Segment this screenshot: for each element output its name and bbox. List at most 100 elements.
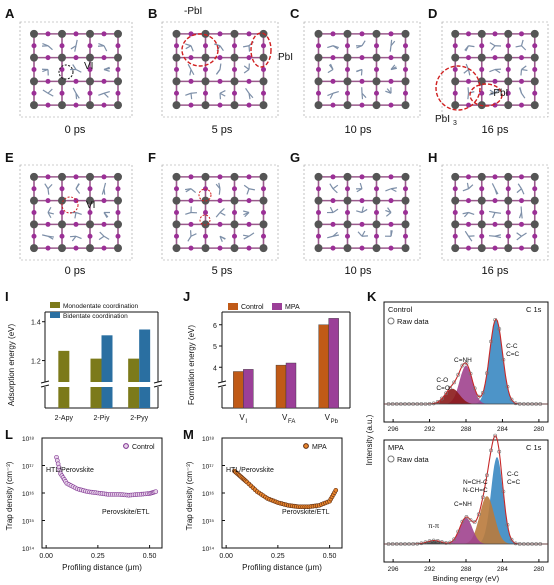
pb-atom [86, 172, 94, 181]
x-tick-label: 296 [388, 426, 399, 433]
organic-cation [468, 45, 475, 48]
i-atom [59, 43, 65, 49]
i-atom [492, 221, 498, 227]
raw-data-point [464, 515, 469, 519]
panel-letter-m: M [183, 427, 194, 442]
pb-atom [477, 244, 486, 253]
organic-cation [521, 45, 527, 51]
i-atom [359, 31, 365, 37]
pb-atom [504, 101, 513, 110]
i-atom [316, 233, 321, 239]
x-axis-label: Profiling distance (μm) [62, 563, 142, 572]
pbi3-highlight [435, 65, 481, 111]
i-atom [101, 55, 107, 61]
i-atom [174, 233, 179, 239]
axis-break-mark [217, 380, 227, 384]
organic-cation [70, 45, 77, 50]
y-tick-label: 5 [213, 344, 217, 351]
organic-cation [490, 45, 496, 51]
organic-cation [215, 183, 221, 190]
i-atom [45, 174, 51, 180]
organic-cation [332, 91, 339, 94]
raw-data-point [485, 371, 489, 376]
i-atom [261, 233, 266, 239]
pb-atom [451, 77, 460, 86]
i-atom [519, 31, 524, 37]
i-atom [59, 186, 65, 192]
i-atom [31, 233, 37, 239]
x-tick-label: 0.50 [323, 553, 337, 560]
organic-cation [361, 206, 364, 213]
organic-cation [385, 90, 392, 94]
i-atom [388, 55, 394, 61]
organic-cation [465, 63, 470, 70]
organic-cation [245, 87, 250, 94]
peak-label: N-CH=C [463, 487, 488, 494]
pb-atom [230, 101, 239, 110]
organic-cation [521, 68, 528, 72]
xps-subplot-name: Control [388, 305, 413, 314]
raw-data-point [464, 361, 469, 366]
y-axis-label: Trap density (cm⁻³) [185, 461, 194, 530]
y-tick-label: 10¹⁵ [202, 519, 214, 526]
i-atom [101, 221, 107, 227]
pb-atom [230, 196, 239, 205]
pb-atom [230, 53, 239, 62]
annot-vi-e: VI [86, 200, 95, 211]
organic-cation [219, 92, 226, 97]
organic-cation [215, 212, 221, 218]
xps-peak-fill [384, 540, 548, 544]
pb-atom [86, 29, 94, 38]
i-atom [505, 67, 511, 72]
raw-data-point [509, 537, 514, 542]
pb-atom [230, 220, 239, 229]
organic-cation [187, 63, 192, 70]
organic-cation [215, 69, 221, 75]
i-atom [374, 90, 379, 96]
cell-box [19, 164, 133, 261]
organic-cation [243, 69, 250, 74]
i-atom [59, 210, 65, 215]
xps-peak-fill [384, 517, 548, 544]
pb-atom [451, 220, 460, 229]
pb-atom [58, 220, 66, 229]
lattice-snapshot [19, 21, 133, 118]
raw-data-point [497, 327, 502, 331]
organic-cation [242, 234, 250, 237]
organic-cation [468, 211, 475, 215]
i-atom [479, 233, 485, 239]
panel-letter-g: G [290, 150, 301, 165]
y-tick-label: 1.4 [31, 320, 41, 327]
y-tick-label: 4 [213, 365, 217, 372]
i-atom [403, 210, 408, 215]
organic-cation [327, 45, 334, 49]
x-tick-sub: I [245, 419, 247, 425]
pb-atom [58, 77, 66, 86]
i-atom [452, 90, 458, 96]
organic-cation [516, 188, 522, 194]
i-atom [45, 55, 51, 61]
i-atom [345, 210, 350, 215]
organic-cation [47, 183, 53, 190]
raw-data-point [513, 401, 518, 406]
organic-cation [332, 45, 339, 49]
organic-cation [356, 210, 363, 214]
x-tick-sub: Pb [331, 419, 339, 425]
i-atom [188, 198, 194, 204]
raw-data-point [472, 386, 477, 391]
organic-cation [189, 69, 192, 76]
i-atom [330, 221, 336, 227]
axis-break-mark [40, 380, 50, 384]
pb-atom [451, 29, 460, 38]
y-tick-label: 10¹⁷ [22, 464, 34, 471]
i-atom [359, 174, 365, 180]
i-atom [232, 67, 237, 72]
organic-cation [185, 45, 192, 50]
pb-atom [114, 172, 122, 181]
y-tick-label: 10¹⁴ [202, 546, 214, 553]
organic-cation [387, 207, 392, 213]
i-atom [73, 221, 79, 227]
pb-atom [530, 29, 539, 38]
i-atom [203, 90, 208, 96]
organic-cation [361, 93, 364, 100]
